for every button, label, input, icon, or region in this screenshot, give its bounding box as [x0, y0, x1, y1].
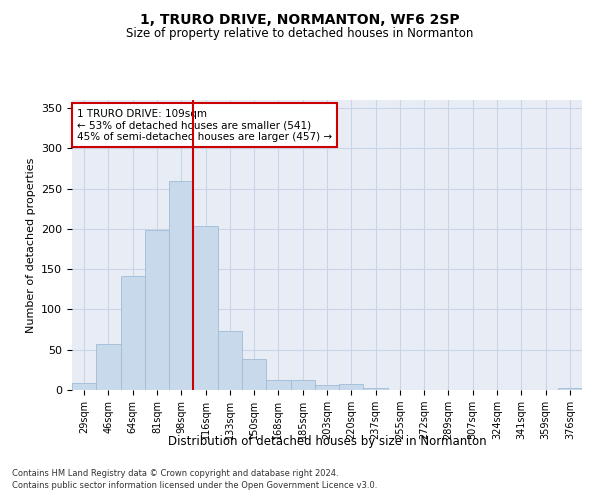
- Bar: [266, 380, 290, 390]
- Bar: [339, 384, 364, 390]
- Bar: [218, 331, 242, 390]
- Bar: [558, 388, 582, 390]
- Text: 1 TRURO DRIVE: 109sqm
← 53% of detached houses are smaller (541)
45% of semi-det: 1 TRURO DRIVE: 109sqm ← 53% of detached …: [77, 108, 332, 142]
- Bar: [315, 385, 339, 390]
- Bar: [364, 388, 388, 390]
- Bar: [145, 230, 169, 390]
- Bar: [96, 344, 121, 390]
- Bar: [169, 182, 193, 390]
- Text: Contains HM Land Registry data © Crown copyright and database right 2024.: Contains HM Land Registry data © Crown c…: [12, 468, 338, 477]
- Bar: [72, 383, 96, 390]
- Bar: [290, 380, 315, 390]
- Text: 1, TRURO DRIVE, NORMANTON, WF6 2SP: 1, TRURO DRIVE, NORMANTON, WF6 2SP: [140, 12, 460, 26]
- Bar: [193, 226, 218, 390]
- Text: Distribution of detached houses by size in Normanton: Distribution of detached houses by size …: [167, 435, 487, 448]
- Text: Size of property relative to detached houses in Normanton: Size of property relative to detached ho…: [127, 28, 473, 40]
- Y-axis label: Number of detached properties: Number of detached properties: [26, 158, 35, 332]
- Bar: [242, 358, 266, 390]
- Bar: [121, 276, 145, 390]
- Text: Contains public sector information licensed under the Open Government Licence v3: Contains public sector information licen…: [12, 481, 377, 490]
